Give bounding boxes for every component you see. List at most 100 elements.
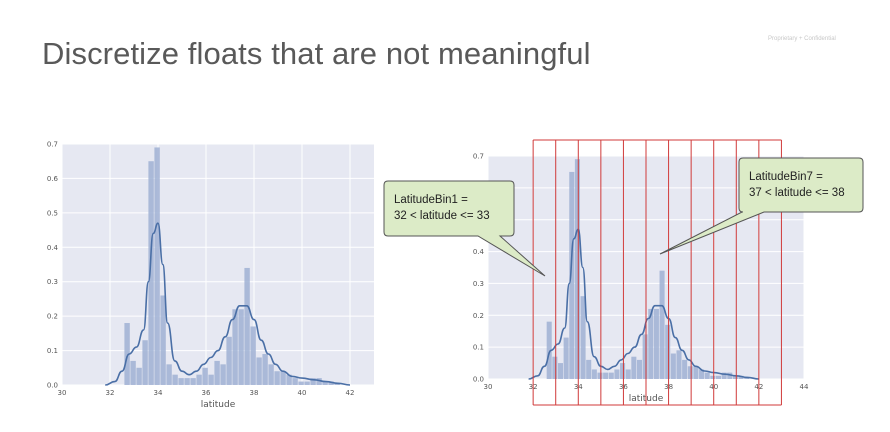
histogram-bar — [268, 364, 274, 385]
histogram-bar — [727, 372, 733, 379]
histogram-bar — [172, 374, 178, 385]
histogram-bar — [597, 372, 603, 379]
x-tick-label: 30 — [484, 383, 493, 391]
histogram-bar — [659, 270, 665, 379]
confidential-label: Proprietary + Confidential — [768, 36, 836, 42]
histogram-bar — [586, 359, 592, 379]
y-tick-label: 0.2 — [47, 313, 58, 321]
histogram-bar — [328, 381, 334, 385]
callout-bin1: LatitudeBin1 = 32 < latitude <= 33 — [383, 180, 546, 277]
histogram-bar — [250, 326, 256, 385]
x-tick-label: 36 — [202, 389, 211, 397]
histogram-bar — [699, 369, 705, 379]
callout-bin1-line2: 32 < latitude <= 33 — [394, 210, 490, 222]
histogram-bar — [214, 360, 220, 385]
histogram-bar — [693, 366, 699, 379]
y-tick-label: 0.0 — [47, 382, 58, 390]
x-tick-label: 44 — [800, 383, 809, 391]
histogram-bar — [232, 309, 238, 385]
y-tick-label: 0.1 — [473, 344, 484, 352]
histogram-bar — [648, 308, 654, 379]
kde-curve-left — [105, 222, 351, 386]
histogram-bar — [166, 364, 172, 385]
histogram-chart-left: 30 32 34 36 38 40 42 0.00.10.20.30.40.50.60.7 … — [47, 141, 374, 410]
histogram-bar — [148, 161, 154, 385]
grid-left — [61, 143, 374, 386]
histogram-bar — [715, 375, 722, 379]
callout-bin7-bubble — [659, 157, 864, 255]
histogram-bar — [552, 356, 558, 379]
histogram-bar — [136, 367, 142, 385]
callout-bin1-line1: LatitudeBin1 = — [394, 194, 468, 206]
histogram-bar — [130, 360, 136, 385]
bars-left — [124, 147, 340, 385]
x-ticks-left: 30 32 34 36 38 40 42 — [58, 389, 355, 397]
y-tick-label: 0.4 — [47, 244, 59, 252]
histogram-bar — [687, 366, 693, 379]
histogram-bar — [292, 378, 298, 385]
callout-bin7: LatitudeBin7 = 37 < latitude <= 38 — [659, 157, 864, 255]
histogram-bar — [178, 378, 184, 385]
histogram-bar — [310, 378, 316, 385]
histogram-bar — [580, 296, 586, 379]
x-tick-label: 30 — [58, 389, 67, 397]
histogram-bar — [546, 321, 552, 379]
histogram-bar — [670, 353, 676, 379]
y-tick-label: 0.2 — [473, 312, 484, 320]
histogram-bar — [744, 377, 750, 379]
histogram-bar — [190, 378, 196, 385]
y-tick-label: 0.0 — [473, 376, 484, 384]
x-tick-label: 40 — [298, 389, 307, 397]
histogram-bar — [196, 374, 202, 385]
histogram-bar — [642, 334, 648, 379]
histogram-bar — [636, 359, 643, 379]
callout-bin7-line2: 37 < latitude <= 38 — [749, 187, 845, 199]
histogram-bar — [298, 381, 304, 385]
kde-curve-right — [528, 228, 759, 380]
y-tick-label: 0.3 — [47, 278, 58, 286]
histogram-bar — [625, 369, 631, 379]
slide-title: Discretize floats that are not meaningfu… — [42, 36, 591, 71]
histogram-bar — [738, 375, 744, 379]
histogram-bar — [142, 340, 148, 385]
y-tick-label: 0.7 — [473, 153, 484, 161]
x-tick-label: 38 — [250, 389, 259, 397]
histogram-bar — [574, 159, 580, 379]
plot-area-left — [62, 144, 374, 385]
histogram-bar — [238, 309, 244, 385]
y-tick-label: 0.3 — [473, 280, 484, 288]
histogram-bar — [244, 267, 250, 385]
y-tick-label: 0.1 — [47, 347, 58, 355]
histogram-bar — [682, 359, 688, 379]
y-ticks-left: 0.0 0.1 0.2 0.3 0.4 0.5 0.6 0.7 — [47, 141, 59, 390]
histogram-bar — [631, 356, 637, 379]
histogram-bar — [184, 378, 190, 385]
histogram-bar — [591, 369, 597, 379]
callout-bin1-bubble — [383, 180, 546, 277]
callout-bin7-line1: LatitudeBin7 = — [749, 171, 823, 183]
histogram-bar — [676, 350, 682, 379]
x-tick-label: 34 — [154, 389, 163, 397]
x-tick-label: 32 — [106, 389, 115, 397]
histogram-bar — [710, 375, 716, 379]
histogram-bar — [304, 381, 310, 385]
histogram-bar — [563, 337, 569, 379]
histogram-bar — [569, 171, 575, 379]
histogram-bar — [208, 374, 214, 385]
histogram-bar — [220, 364, 226, 385]
histogram-bar — [286, 374, 292, 385]
histogram-bar — [124, 323, 130, 385]
histogram-bar — [721, 372, 727, 379]
histogram-bar — [334, 383, 340, 385]
histogram-bar — [262, 354, 268, 385]
histogram-bar — [603, 372, 609, 379]
y-tick-label: 0.5 — [47, 209, 58, 217]
histogram-bar — [202, 367, 208, 385]
histogram-bar — [274, 371, 280, 385]
y-tick-label: 0.4 — [473, 248, 485, 256]
histogram-bar — [614, 369, 620, 379]
bars-right — [546, 159, 750, 379]
histogram-bar — [160, 295, 166, 385]
histogram-bar — [608, 372, 614, 379]
